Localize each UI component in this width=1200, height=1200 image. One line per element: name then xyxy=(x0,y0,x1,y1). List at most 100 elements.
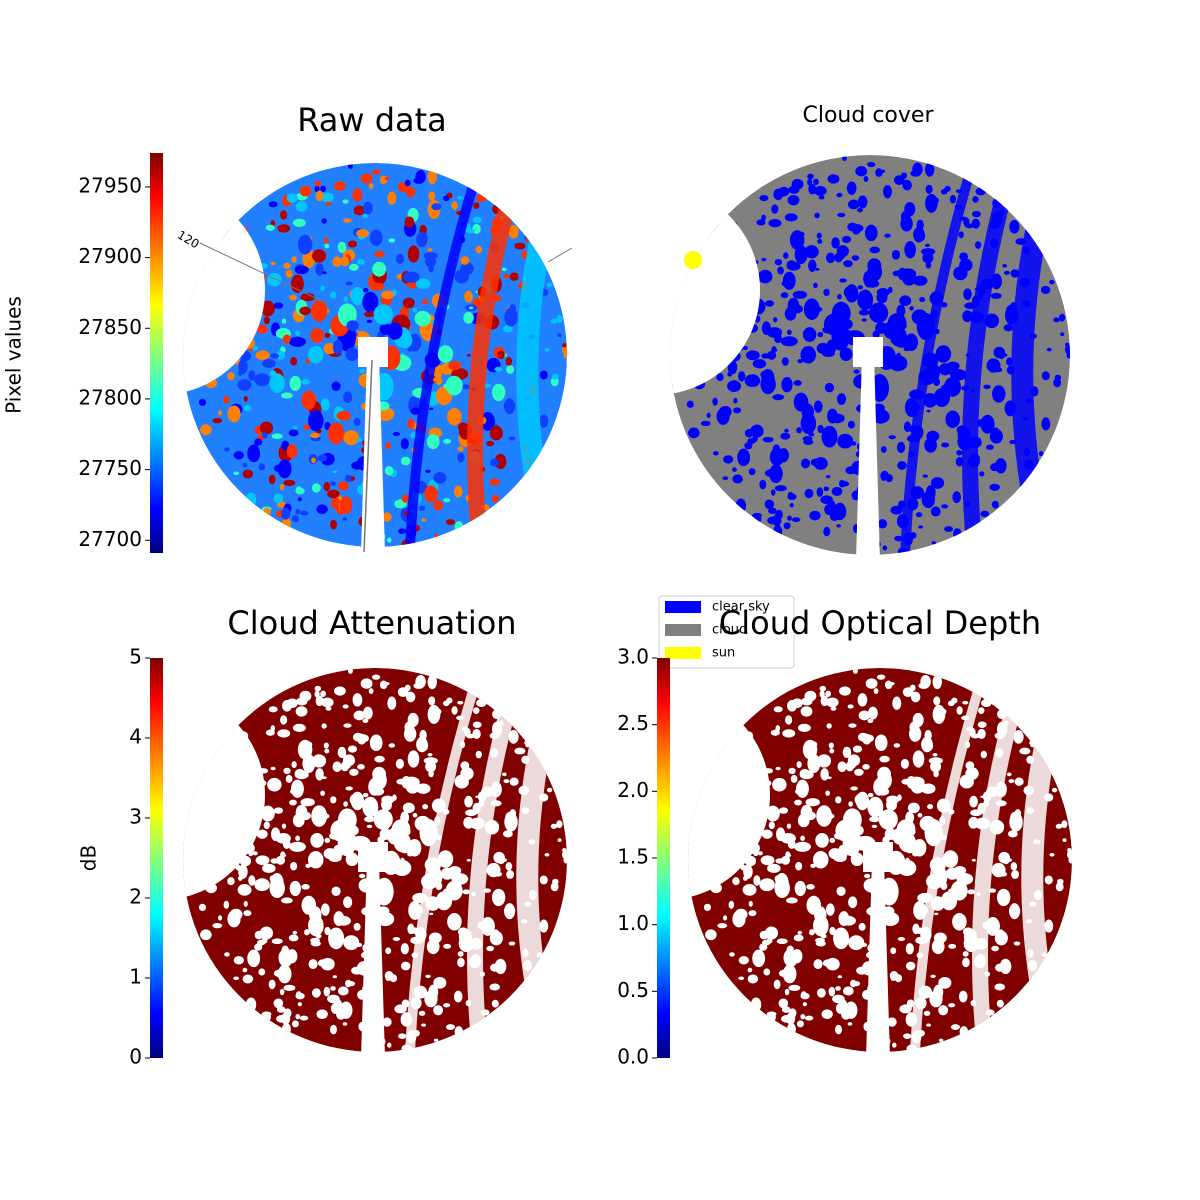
sky-feature xyxy=(332,761,342,773)
sky-feature xyxy=(387,537,392,543)
sky-feature xyxy=(233,471,240,476)
sky-feature xyxy=(343,896,353,909)
sky-feature xyxy=(774,875,782,883)
sky-feature xyxy=(330,1024,337,1035)
sky-feature xyxy=(938,1005,949,1016)
sky-feature xyxy=(969,795,978,808)
sky-feature xyxy=(778,448,789,463)
sky-feature xyxy=(825,690,832,697)
sky-feature xyxy=(994,983,1005,991)
sky-feature xyxy=(990,292,1002,300)
sky-feature xyxy=(816,808,832,826)
sky-feature xyxy=(259,421,274,435)
sky-feature xyxy=(322,776,327,780)
sky-feature xyxy=(416,736,428,753)
sky-feature xyxy=(816,754,832,768)
sky-feature xyxy=(237,379,252,391)
sky-feature xyxy=(742,884,757,896)
sky-feature xyxy=(448,361,462,371)
sky-feature xyxy=(956,449,963,456)
panel-title: Cloud cover xyxy=(803,103,935,128)
sky-feature xyxy=(759,878,775,892)
sky-feature xyxy=(772,777,787,792)
sky-feature xyxy=(328,422,345,445)
sky-feature xyxy=(962,957,970,968)
sky-feature xyxy=(448,866,462,876)
sky-feature xyxy=(356,437,363,443)
sky-feature xyxy=(1019,747,1031,755)
sky-feature xyxy=(233,451,244,460)
sky-feature xyxy=(948,1003,956,1008)
sky-feature xyxy=(1013,730,1024,744)
sky-feature xyxy=(486,440,495,447)
sky-feature xyxy=(447,407,462,426)
sky-feature xyxy=(761,353,770,359)
sky-feature xyxy=(497,350,505,360)
sky-feature xyxy=(980,414,995,434)
sky-feature xyxy=(877,519,888,529)
sky-feature xyxy=(480,916,495,936)
sky-feature xyxy=(980,750,988,759)
sky-feature xyxy=(340,761,349,772)
sky-feature xyxy=(447,912,462,931)
sky-feature xyxy=(301,379,310,385)
sky-feature xyxy=(764,300,775,307)
sky-feature xyxy=(774,333,782,344)
sky-feature xyxy=(445,880,463,901)
sky-feature xyxy=(815,833,829,848)
sky-feature xyxy=(466,353,471,357)
sky-feature xyxy=(339,496,353,514)
sky-feature xyxy=(770,729,780,736)
sky-feature xyxy=(1068,856,1072,864)
sky-feature xyxy=(874,734,888,752)
mask-arm xyxy=(361,355,385,553)
sky-feature xyxy=(356,942,363,948)
sky-feature xyxy=(381,290,395,300)
sky-feature xyxy=(747,967,753,973)
sky-feature xyxy=(323,237,329,244)
sky-feature xyxy=(254,943,263,951)
sky-feature xyxy=(343,935,360,951)
sky-feature xyxy=(327,994,340,1004)
sky-feature xyxy=(345,347,359,362)
sky-feature xyxy=(304,424,310,431)
sky-feature xyxy=(786,945,794,956)
sky-feature xyxy=(857,195,868,209)
sky-feature xyxy=(356,734,370,743)
mask-arm xyxy=(361,860,385,1058)
sky-feature xyxy=(292,930,298,935)
sky-feature xyxy=(491,999,499,1008)
sky-feature xyxy=(744,442,753,450)
sky-feature xyxy=(254,438,263,446)
grid-spoke xyxy=(199,242,331,306)
sky-feature xyxy=(299,510,309,516)
sky-feature xyxy=(974,241,982,249)
sky-feature xyxy=(952,491,961,504)
sky-feature xyxy=(402,776,420,788)
sky-feature xyxy=(953,866,967,876)
sky-feature xyxy=(321,697,334,708)
sky-feature xyxy=(989,429,1003,444)
sky-feature xyxy=(841,155,847,161)
sky-feature xyxy=(706,412,711,418)
sky-feature xyxy=(902,837,918,854)
sky-feature xyxy=(295,330,300,336)
sky-feature xyxy=(772,317,778,323)
sky-feature xyxy=(387,696,397,710)
sky-feature xyxy=(944,526,954,532)
sky-feature xyxy=(497,855,505,865)
sky-feature xyxy=(816,988,826,998)
sky-feature xyxy=(364,311,375,318)
sky-feature xyxy=(774,485,787,492)
sky-feature xyxy=(861,942,868,948)
sky-feature xyxy=(775,858,785,864)
sky-feature xyxy=(539,370,548,380)
sky-feature xyxy=(842,746,852,758)
sky-feature xyxy=(922,251,934,264)
sky-feature xyxy=(428,770,434,778)
sky-feature xyxy=(328,927,345,950)
sky-feature xyxy=(320,690,327,697)
sky-feature xyxy=(848,723,857,728)
sky-feature xyxy=(460,262,474,276)
sky-feature xyxy=(778,186,790,197)
